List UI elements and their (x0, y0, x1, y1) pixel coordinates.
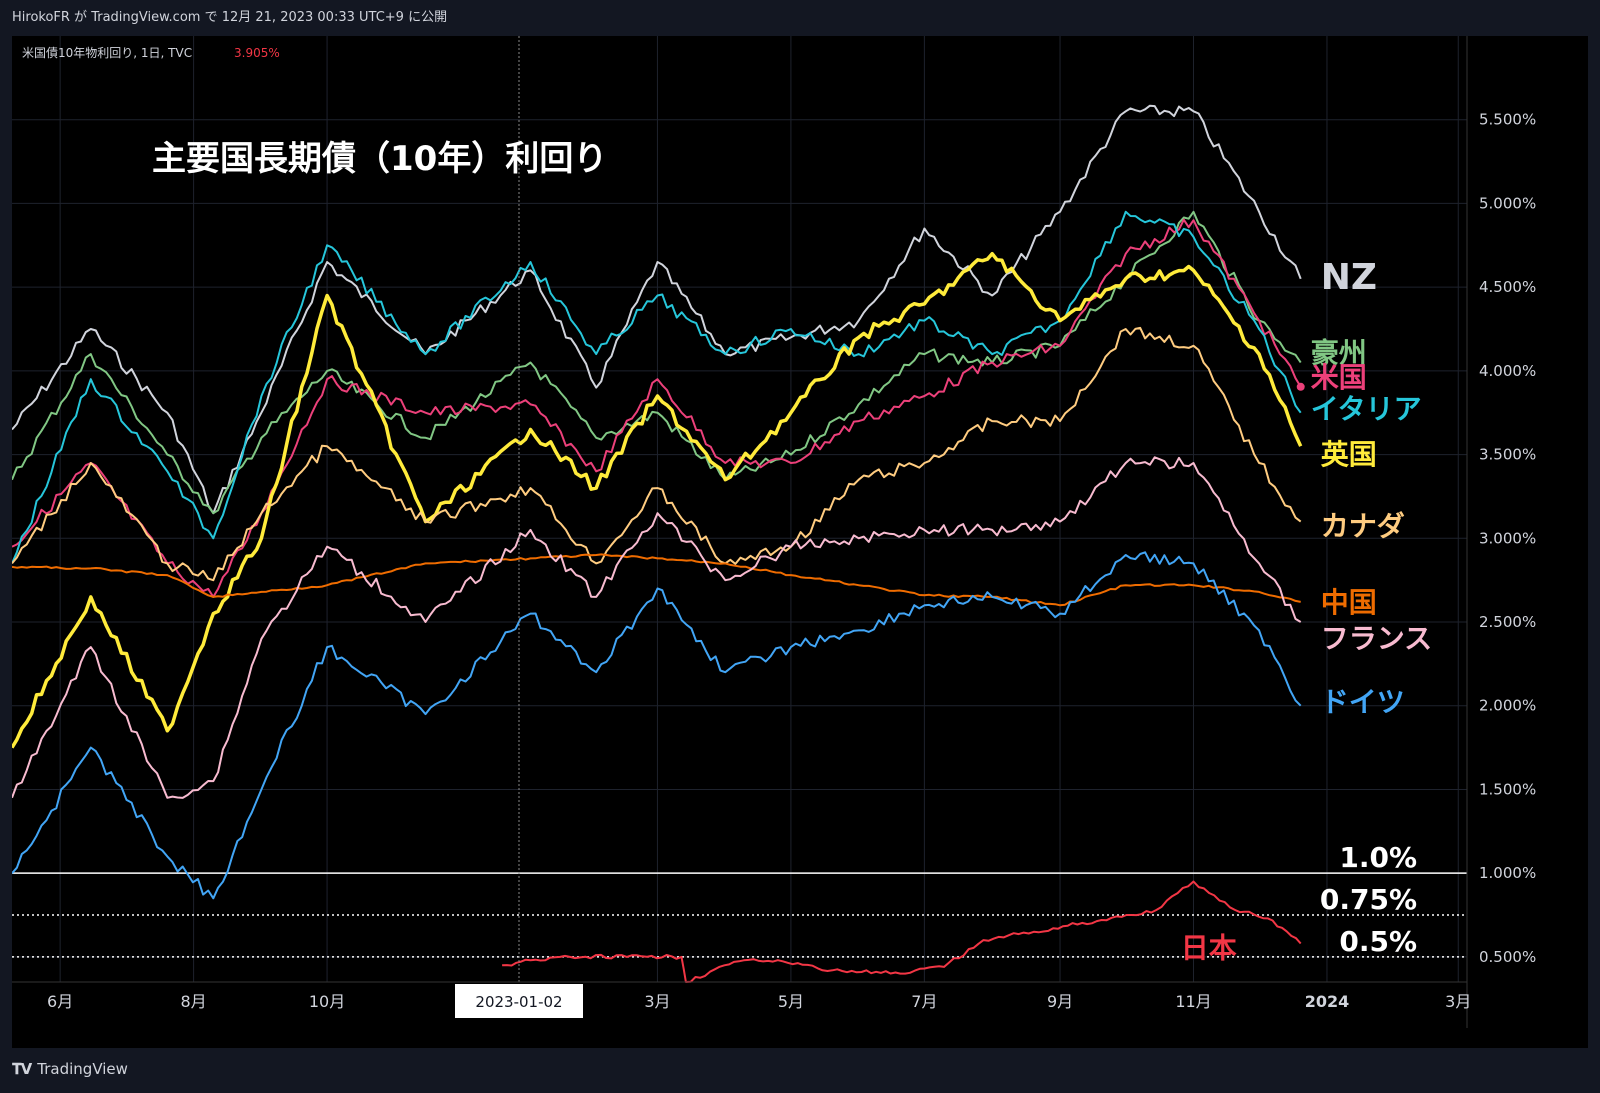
series-line-4 (10, 251, 1303, 749)
series-line-6 (11, 553, 1301, 607)
series-label: イタリア (1311, 393, 1422, 426)
x-tick-label: 2024 (1305, 992, 1350, 1011)
crosshair-time-label: 2023-01-02 (455, 984, 583, 1018)
chart-title: 主要国長期債（10年）利回り (152, 139, 607, 179)
x-tick-label: 8月 (181, 992, 207, 1011)
y-tick-label: 0.500% (1479, 948, 1536, 966)
series-label: 英国 (1321, 438, 1377, 471)
legend-value: 3.905% (234, 46, 280, 60)
chart-area[interactable]: 1.0% 0.75% 0.5% NZ 豪州 米国 イタリア英国カナダ中国 フランスドイツ日本… (10, 36, 1588, 1048)
y-tick-label: 1.000% (1479, 864, 1536, 882)
series-label: NZ (1321, 257, 1377, 298)
series-label: 日本 (1181, 931, 1237, 964)
y-tick-label: 4.000% (1479, 362, 1536, 380)
grid-layer (12, 36, 1467, 982)
reference-line-label: 1.0% (1339, 841, 1417, 874)
chart-svg[interactable]: 1.0% 0.75% 0.5% NZ 豪州米国イタリア英国カナダ中国フランスドイツ日本… (10, 36, 1588, 1048)
y-tick-label: 2.000% (1479, 697, 1536, 715)
tv-logo-icon: 𝐓V (12, 1060, 32, 1078)
series-line-7 (11, 456, 1302, 799)
series-label: フランス (1321, 622, 1432, 655)
publish-header: HirokoFR が TradingView.com で 12月 21, 202… (0, 0, 1600, 36)
series-label: 米国 (1311, 361, 1367, 394)
reference-lines: 1.0% 0.75% 0.5% (12, 841, 1467, 958)
x-tick-label: 10月 (309, 992, 345, 1011)
price-axis: 5.500% 5.000% 4.500% 4.000% 3.500% 3.000% 2.50… (1479, 111, 1536, 966)
y-tick-label: 1.500% (1479, 780, 1536, 798)
y-tick-label: 4.500% (1479, 278, 1536, 296)
series-label: ドイツ (1321, 686, 1405, 719)
reference-line-label: 0.75% (1320, 883, 1417, 916)
legend-symbol: 米国債10年物利回り, 1日, TVC (22, 45, 192, 60)
y-tick-label: 5.000% (1479, 194, 1536, 212)
x-tick-label: 9月 (1047, 992, 1073, 1011)
series-layer (10, 104, 1305, 983)
crosshair-time-text: 2023-01-02 (475, 993, 562, 1011)
x-tick-label: 3月 (1445, 992, 1471, 1011)
y-tick-label: 2.500% (1479, 613, 1536, 631)
series-line-8 (11, 551, 1302, 900)
time-axis: 6月 8月 10月 3月 5月 7月 9月 11月 2024 3月 (47, 992, 1471, 1011)
x-tick-label: 5月 (778, 992, 804, 1011)
series-label: カナダ (1321, 510, 1405, 543)
series-line-9 (502, 880, 1302, 983)
series-line-2 (11, 218, 1302, 598)
series-line-1 (11, 210, 1302, 515)
series-label: 中国 (1321, 586, 1377, 619)
reference-line-label: 0.5% (1339, 925, 1417, 958)
x-tick-label: 7月 (911, 992, 937, 1011)
y-tick-label: 3.000% (1479, 529, 1536, 547)
series-line-5 (11, 326, 1302, 582)
y-tick-label: 5.500% (1479, 111, 1536, 129)
tradingview-logo[interactable]: 𝐓V TradingView (12, 1060, 128, 1078)
x-tick-label: 11月 (1175, 992, 1211, 1011)
x-tick-label: 6月 (47, 992, 73, 1011)
footer: 𝐓V TradingView (0, 1048, 1600, 1093)
series-line-3 (11, 210, 1302, 564)
y-tick-label: 3.500% (1479, 446, 1536, 464)
tv-brand-text: TradingView (37, 1060, 128, 1078)
last-value-dot (1296, 382, 1305, 391)
series-label: 豪州 (1311, 336, 1367, 369)
publisher-text: HirokoFR が TradingView.com で 12月 21, 202… (12, 10, 448, 25)
x-tick-label: 3月 (644, 992, 670, 1011)
